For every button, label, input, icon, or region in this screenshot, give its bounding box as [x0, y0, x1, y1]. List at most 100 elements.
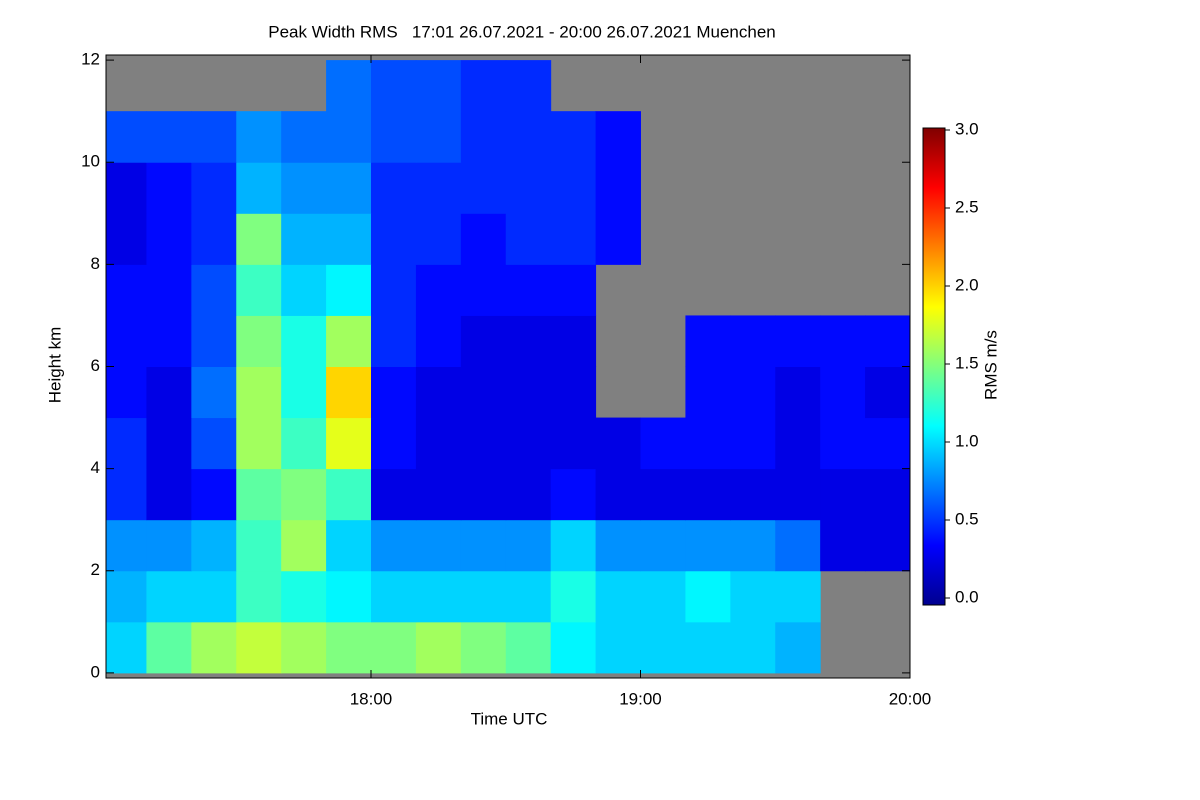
heatmap-cell	[326, 570, 372, 623]
heatmap-cell	[685, 519, 731, 572]
heatmap-cell	[106, 621, 147, 674]
heatmap-cell	[326, 264, 372, 316]
heatmap-cell	[236, 366, 282, 419]
heatmap-cell	[146, 366, 192, 419]
heatmap-cell	[820, 519, 866, 572]
heatmap-cell	[415, 519, 462, 572]
heatmap-cell	[236, 315, 282, 367]
colorbar-tick-label: 1.5	[955, 353, 979, 372]
heatmap-cell	[505, 519, 552, 572]
heatmap-cell	[281, 213, 327, 265]
heatmap-cell	[505, 366, 552, 419]
heatmap-cell	[191, 315, 237, 367]
heatmap-cell	[865, 519, 911, 572]
heatmap-cell	[775, 621, 821, 674]
heatmap-cell	[106, 213, 147, 265]
heatmap-cell	[685, 417, 731, 470]
y-axis-label: Height km	[45, 327, 64, 404]
heatmap-cell	[371, 366, 417, 419]
heatmap-cell	[146, 162, 192, 214]
heatmap-cell	[460, 264, 507, 316]
heatmap-cell	[730, 570, 776, 623]
heatmap-cell	[191, 213, 237, 265]
y-tick-label: 8	[91, 254, 100, 273]
heatmap-cell	[775, 417, 821, 470]
heatmap-cell	[865, 417, 911, 470]
heatmap-cell	[326, 111, 372, 163]
heatmap-cell	[326, 60, 372, 112]
y-tick-label: 2	[91, 560, 100, 579]
heatmap-cell	[326, 366, 372, 419]
heatmap-cell	[460, 417, 507, 470]
heatmap-cell	[371, 468, 417, 521]
chart-title: Peak Width RMS 17:01 26.07.2021 - 20:00 …	[268, 22, 776, 41]
heatmap-cell	[775, 519, 821, 572]
heatmap-cell	[775, 570, 821, 623]
heatmap-cell	[640, 468, 686, 521]
heatmap-cell	[106, 315, 147, 367]
heatmap-cell	[730, 366, 776, 419]
heatmap-cell	[146, 621, 192, 674]
heatmap-cell	[191, 111, 237, 163]
y-tick-label: 4	[91, 458, 100, 477]
heatmap-cell	[730, 468, 776, 521]
colorbar-tick-label: 2.0	[955, 275, 979, 294]
heatmap-cell	[326, 315, 372, 367]
heatmap-cell	[460, 468, 507, 521]
colorbar-tick-label: 2.5	[955, 197, 979, 216]
heatmap-cell	[236, 621, 282, 674]
heatmap-cell	[595, 570, 642, 623]
heatmap-cell	[146, 264, 192, 316]
heatmap-cell	[820, 417, 866, 470]
heatmap-cell	[415, 468, 462, 521]
heatmap-cell	[106, 111, 147, 163]
y-tick-label: 10	[81, 152, 100, 171]
heatmap-cell	[371, 264, 417, 316]
heatmap-cell	[371, 621, 417, 674]
heatmap-cell	[146, 315, 192, 367]
heatmap-cell	[685, 570, 731, 623]
heatmap-cell	[730, 519, 776, 572]
heatmap-cell	[281, 111, 327, 163]
heatmap-cell	[595, 621, 642, 674]
heatmap-cell	[191, 570, 237, 623]
heatmap-cell	[281, 366, 327, 419]
heatmap-cell	[281, 468, 327, 521]
heatmap-cell	[505, 162, 552, 214]
heatmap-cell	[415, 60, 462, 112]
heatmap-cell	[460, 621, 507, 674]
heatmap-cell	[281, 570, 327, 623]
heatmap-cell	[191, 366, 237, 419]
heatmap-cell	[640, 519, 686, 572]
heatmap-cell	[775, 315, 821, 367]
heatmap-cell	[415, 570, 462, 623]
heatmap-cell	[236, 468, 282, 521]
heatmap-cell	[550, 315, 597, 367]
heatmap-cell	[415, 621, 462, 674]
heatmap-cell	[730, 621, 776, 674]
heatmap-cell	[820, 468, 866, 521]
heatmap-cell	[106, 519, 147, 572]
heatmap-cell	[371, 315, 417, 367]
heatmap-cell	[415, 264, 462, 316]
heatmap-cell	[371, 111, 417, 163]
heatmap-cell	[550, 468, 597, 521]
heatmap-cell	[505, 60, 552, 112]
heatmap-cell	[281, 621, 327, 674]
heatmap-cell	[505, 213, 552, 265]
heatmap-cell	[281, 315, 327, 367]
heatmap-cell	[106, 417, 147, 470]
heatmap-cell	[595, 417, 642, 470]
colorbar-tick-label: 3.0	[955, 119, 979, 138]
x-tick-label: 20:00	[889, 689, 932, 708]
heatmap-cell	[820, 366, 866, 419]
heatmap-cell	[106, 570, 147, 623]
heatmap-cell	[595, 468, 642, 521]
heatmap-cell	[505, 315, 552, 367]
colorbar-tick-label: 1.0	[955, 431, 979, 450]
heatmap-cell	[505, 570, 552, 623]
heatmap-cell	[146, 468, 192, 521]
heatmap-cell	[550, 111, 597, 163]
heatmap-cell	[326, 519, 372, 572]
